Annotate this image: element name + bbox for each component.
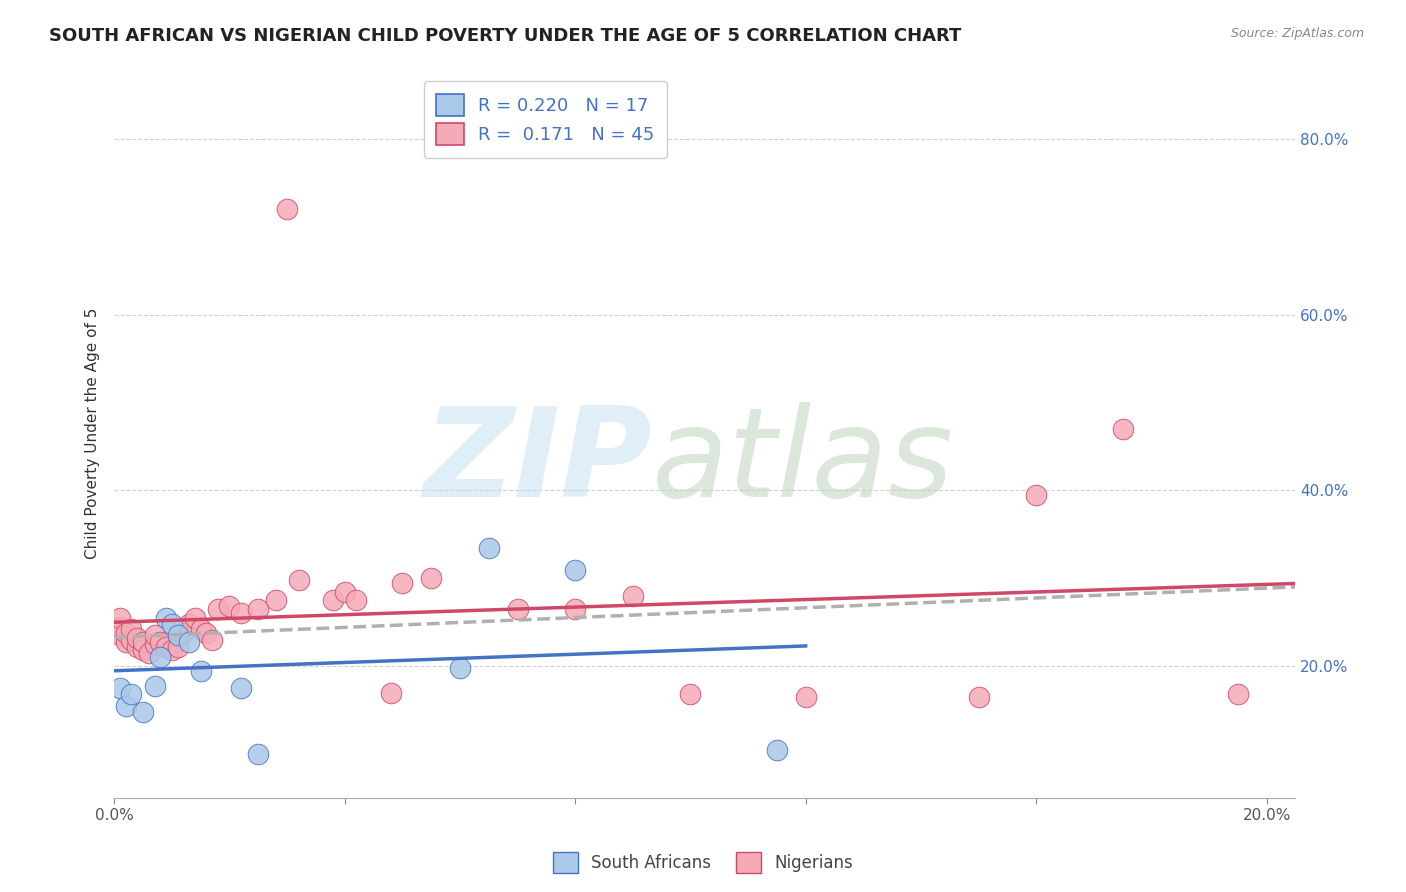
Point <box>287 573 309 587</box>
Point <box>333 584 356 599</box>
Point <box>132 643 155 657</box>
Point <box>190 622 212 636</box>
Point <box>155 640 177 654</box>
Point <box>195 625 218 640</box>
Point <box>184 611 207 625</box>
Point <box>108 681 131 696</box>
Text: ZIP: ZIP <box>423 402 651 523</box>
Point <box>247 602 270 616</box>
Point <box>160 643 183 657</box>
Point <box>449 661 471 675</box>
Point <box>380 685 402 699</box>
Point <box>218 599 240 614</box>
Point <box>177 617 200 632</box>
Point <box>149 650 172 665</box>
Text: atlas: atlas <box>651 402 953 523</box>
Point <box>155 611 177 625</box>
Point <box>276 202 298 216</box>
Point <box>621 589 644 603</box>
Text: SOUTH AFRICAN VS NIGERIAN CHILD POVERTY UNDER THE AGE OF 5 CORRELATION CHART: SOUTH AFRICAN VS NIGERIAN CHILD POVERTY … <box>49 27 962 45</box>
Point <box>143 679 166 693</box>
Legend: South Africans, Nigerians: South Africans, Nigerians <box>546 846 860 880</box>
Point <box>108 628 131 642</box>
Point <box>478 541 501 555</box>
Point <box>138 646 160 660</box>
Point <box>201 632 224 647</box>
Point <box>166 640 188 654</box>
Point <box>679 687 702 701</box>
Point <box>114 634 136 648</box>
Point <box>247 747 270 761</box>
Point <box>121 687 143 701</box>
Point <box>127 640 149 654</box>
Point <box>391 575 413 590</box>
Point <box>132 705 155 719</box>
Point <box>190 664 212 678</box>
Point <box>143 628 166 642</box>
Point <box>149 634 172 648</box>
Point <box>564 602 586 616</box>
Point <box>344 593 367 607</box>
Point <box>114 625 136 640</box>
Point <box>114 698 136 713</box>
Point <box>794 690 817 704</box>
Point <box>264 593 287 607</box>
Point <box>967 690 990 704</box>
Point <box>108 620 131 634</box>
Point <box>132 634 155 648</box>
Text: Source: ZipAtlas.com: Source: ZipAtlas.com <box>1230 27 1364 40</box>
Point <box>420 571 443 585</box>
Point <box>564 562 586 576</box>
Point <box>127 631 149 645</box>
Point <box>1226 687 1249 701</box>
Point <box>1111 422 1133 436</box>
Point <box>160 617 183 632</box>
Point <box>1025 488 1047 502</box>
Point <box>121 622 143 636</box>
Point <box>108 611 131 625</box>
Point <box>229 681 252 696</box>
Legend: R = 0.220   N = 17, R =  0.171   N = 45: R = 0.220 N = 17, R = 0.171 N = 45 <box>423 81 666 158</box>
Point <box>121 632 143 647</box>
Y-axis label: Child Poverty Under the Age of 5: Child Poverty Under the Age of 5 <box>86 308 100 559</box>
Point <box>506 602 529 616</box>
Point <box>766 742 789 756</box>
Point <box>207 602 229 616</box>
Point <box>177 634 200 648</box>
Point <box>172 625 194 640</box>
Point <box>166 628 188 642</box>
Point <box>143 637 166 651</box>
Point <box>322 593 344 607</box>
Point <box>229 607 252 621</box>
